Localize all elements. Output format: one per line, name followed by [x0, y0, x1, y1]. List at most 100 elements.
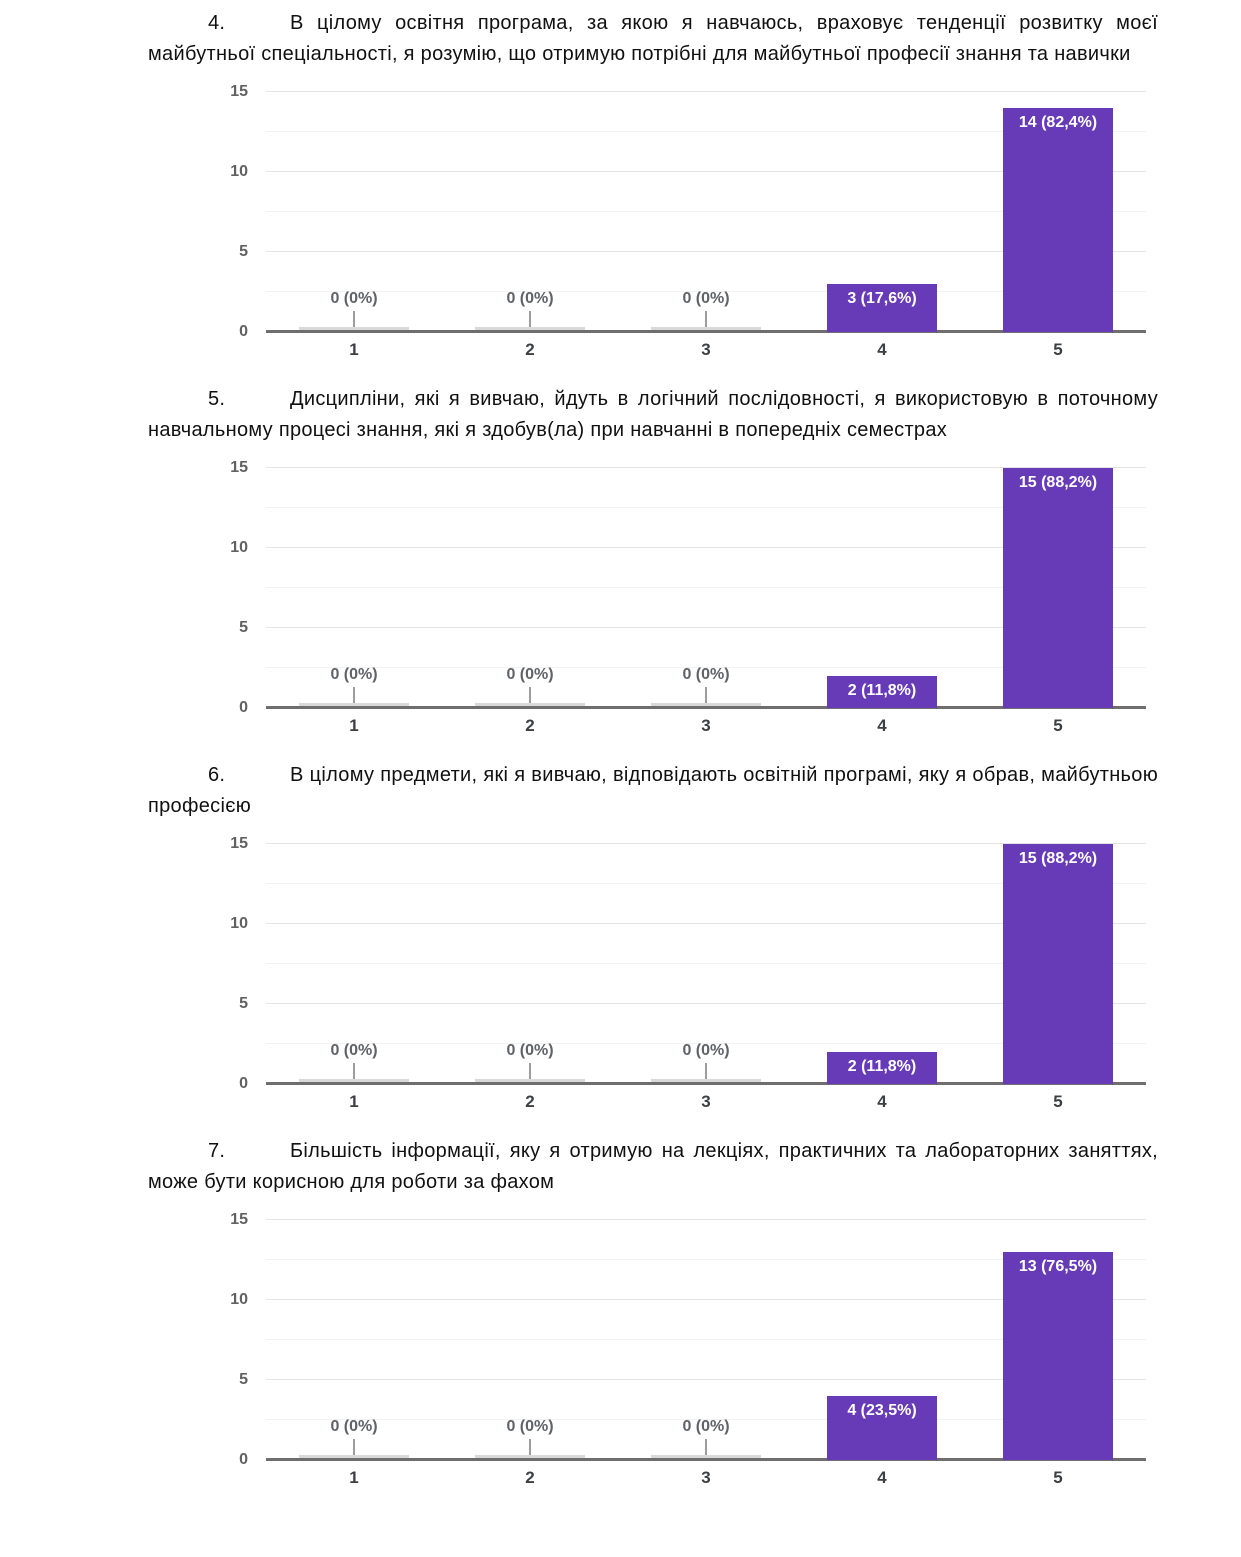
y-axis-label: 5: [239, 243, 248, 260]
zero-bar: [651, 327, 761, 330]
x-axis-label: 2: [525, 340, 535, 359]
grid-line: [266, 627, 1146, 628]
bar-value-label: 15 (88,2%): [1018, 850, 1098, 867]
callout-line: [353, 1063, 355, 1079]
zero-value-label: 0 (0%): [682, 1042, 730, 1059]
question-body: Більшість інформації, яку я отримую на л…: [148, 1140, 1158, 1193]
y-axis-label: 0: [239, 1075, 248, 1092]
y-axis-label: 15: [230, 83, 248, 100]
survey-section-5: 5. Дисципліни, які я вивчаю, йдуть в логі…: [148, 384, 1158, 735]
x-axis-label: 1: [349, 716, 359, 735]
zero-bar: [475, 327, 585, 330]
y-axis-label: 15: [230, 1211, 248, 1228]
grid-line: [266, 963, 1146, 964]
x-axis-label: 3: [701, 1468, 711, 1487]
grid-line: [266, 667, 1146, 668]
zero-bar: [299, 703, 409, 706]
y-axis-label: 15: [230, 459, 248, 476]
grid-line: [266, 1339, 1146, 1340]
callout-line: [529, 687, 531, 703]
callout-line: [529, 311, 531, 327]
y-axis-label: 10: [230, 915, 248, 932]
bar: [827, 1396, 937, 1460]
grid-line: [266, 1219, 1146, 1220]
zero-bar: [299, 1079, 409, 1082]
x-axis-label: 2: [525, 1092, 535, 1111]
question-number: 5.: [208, 388, 226, 410]
x-axis-label: 2: [525, 716, 535, 735]
question-text: 6. В цілому предмети, які я вивчаю, відпо…: [148, 760, 1158, 822]
zero-value-label: 0 (0%): [506, 1042, 554, 1059]
grid-line: [266, 171, 1146, 172]
zero-value-label: 0 (0%): [682, 290, 730, 307]
x-axis-label: 1: [349, 340, 359, 359]
x-axis-label: 4: [877, 1468, 887, 1487]
question-number: 7.: [208, 1140, 226, 1162]
x-axis-label: 4: [877, 1092, 887, 1111]
zero-value-label: 0 (0%): [330, 1418, 378, 1435]
y-axis-label: 10: [230, 1291, 248, 1308]
callout-line: [529, 1439, 531, 1455]
bar-value-label: 3 (17,6%): [847, 290, 917, 307]
zero-value-label: 0 (0%): [506, 666, 554, 683]
grid-line: [266, 1299, 1146, 1300]
zero-bar: [299, 1455, 409, 1458]
y-axis-label: 5: [239, 1371, 248, 1388]
grid-line: [266, 1043, 1146, 1044]
bar-chart-q4: 0 5 10 15 0 (0%) 1 0 (0%) 2 0 (0%) 3 3 (17,6%) 4 14 …: [230, 83, 1146, 359]
callout-line: [705, 311, 707, 327]
zero-value-label: 0 (0%): [330, 290, 378, 307]
grid-line: [266, 547, 1146, 548]
x-axis-label: 1: [349, 1092, 359, 1111]
y-axis-label: 0: [239, 323, 248, 340]
y-axis-label: 5: [239, 995, 248, 1012]
grid-line: [266, 1379, 1146, 1380]
callout-line: [705, 1439, 707, 1455]
bar: [1003, 108, 1113, 332]
document-page: 4. В цілому освітня програма, за якою я н…: [148, 8, 1158, 1487]
zero-value-label: 0 (0%): [506, 290, 554, 307]
question-number: 6.: [208, 764, 226, 786]
grid-line: [266, 1419, 1146, 1420]
x-axis-label: 2: [525, 1468, 535, 1487]
y-axis-label: 0: [239, 699, 248, 716]
bar: [827, 676, 937, 708]
grid-line: [266, 251, 1146, 252]
zero-bar: [651, 1079, 761, 1082]
question-text: 5. Дисципліни, які я вивчаю, йдуть в логі…: [148, 384, 1158, 446]
bar-chart-q7: 0 5 10 15 0 (0%) 1 0 (0%) 2 0 (0%) 3 4 (23,5%) 4 13 …: [230, 1211, 1146, 1487]
zero-bar: [475, 1455, 585, 1458]
bar-value-label: 14 (82,4%): [1018, 114, 1098, 131]
y-axis-label: 15: [230, 835, 248, 852]
x-axis-baseline: [266, 330, 1146, 333]
grid-line: [266, 507, 1146, 508]
x-axis-label: 3: [701, 340, 711, 359]
zero-value-label: 0 (0%): [682, 666, 730, 683]
bar-value-label: 4 (23,5%): [847, 1402, 917, 1419]
bar: [827, 1052, 937, 1084]
question-body: В цілому освітня програма, за якою я нав…: [148, 12, 1158, 65]
question-body: В цілому предмети, які я вивчаю, відпові…: [148, 764, 1158, 817]
x-axis-label: 5: [1053, 340, 1063, 359]
grid-line: [266, 211, 1146, 212]
callout-line: [705, 687, 707, 703]
grid-line: [266, 91, 1146, 92]
grid-line: [266, 1003, 1146, 1004]
grid-line: [266, 587, 1146, 588]
question-text: 4. В цілому освітня програма, за якою я н…: [148, 8, 1158, 70]
y-axis-label: 10: [230, 163, 248, 180]
question-body: Дисципліни, які я вивчаю, йдуть в логічн…: [148, 388, 1158, 441]
x-axis-label: 3: [701, 716, 711, 735]
callout-line: [353, 1439, 355, 1455]
bar: [1003, 468, 1113, 708]
bar-value-label: 13 (76,5%): [1018, 1258, 1098, 1275]
x-axis-baseline: [266, 1082, 1146, 1085]
question-text: 7. Більшість інформації, яку я отримую на…: [148, 1136, 1158, 1198]
callout-line: [529, 1063, 531, 1079]
x-axis-label: 5: [1053, 1468, 1063, 1487]
zero-bar: [475, 703, 585, 706]
question-number: 4.: [208, 12, 226, 34]
callout-line: [705, 1063, 707, 1079]
zero-value-label: 0 (0%): [506, 1418, 554, 1435]
x-axis-label: 4: [877, 716, 887, 735]
